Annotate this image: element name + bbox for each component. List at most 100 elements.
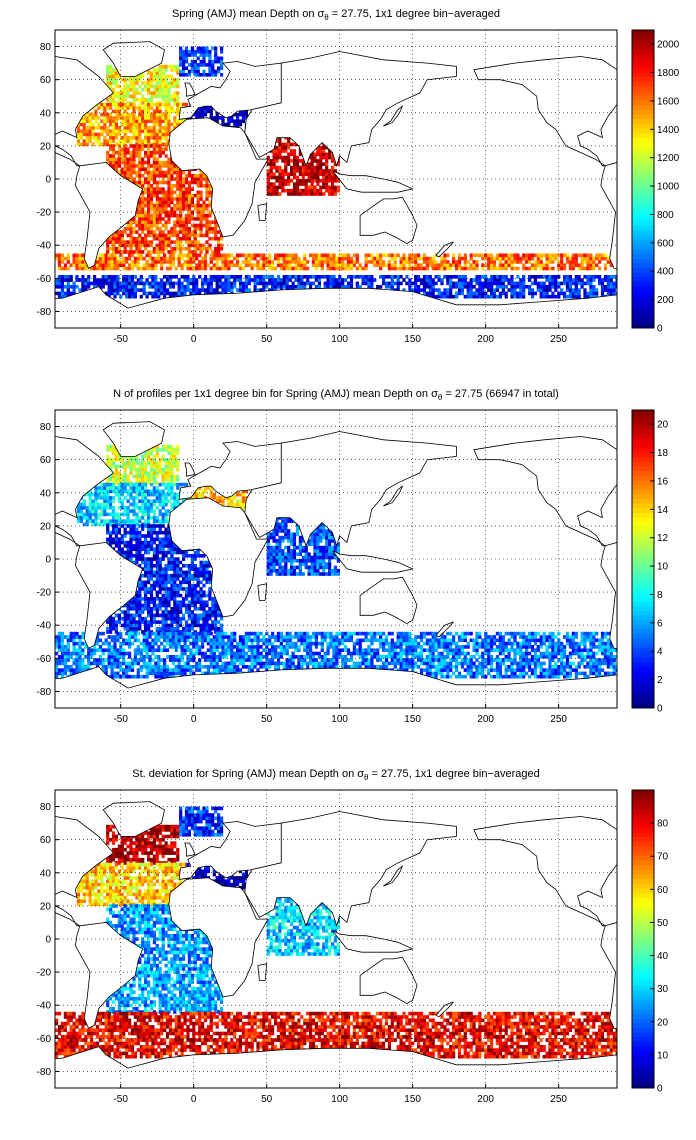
data-cell [106,448,110,452]
data-cell [402,288,406,292]
data-cell [144,471,148,475]
data-cell [155,492,159,497]
data-cell [164,516,168,520]
data-cell [72,256,76,261]
data-cell [57,266,62,271]
data-cell [233,285,237,289]
data-cell [449,281,453,286]
data-cell [103,482,107,487]
data-cell [452,275,456,279]
data-cell [91,126,95,130]
data-cell [94,126,98,130]
data-cell [196,207,200,211]
data-cell [285,281,289,286]
data-cell [55,278,59,282]
data-cell [238,119,243,123]
data-cell [161,126,165,130]
data-cell [111,132,116,137]
data-cell [135,144,139,148]
data-cell [123,87,127,92]
data-cell [155,474,159,479]
data-cell [94,112,98,117]
data-cell [300,281,304,286]
data-cell [55,253,59,258]
data-cell [109,499,113,503]
data-cell [190,233,194,238]
data-cell [128,291,132,296]
data-cell [138,132,142,137]
data-cell [167,233,171,238]
data-cell [79,506,83,510]
data-cell [463,278,467,282]
data-cell [63,285,67,289]
data-cell [244,263,248,267]
data-cell [155,519,159,523]
data-cell [379,260,383,264]
data-cell [152,246,156,251]
data-cell [583,281,587,286]
data-cell [539,288,543,292]
data-cell [314,256,318,261]
data-cell [168,260,173,264]
data-cell [510,281,514,286]
data-cell [364,253,368,258]
data-cell [107,275,111,279]
data-cell [128,266,132,271]
y-tick-label: 60 [40,75,52,86]
data-cell [184,56,189,61]
data-cell [141,223,145,228]
data-cell [123,246,127,251]
data-cell [94,116,98,120]
data-cell [198,260,202,264]
data-cell [78,263,82,267]
data-cell [184,193,189,198]
data-cell [203,486,208,490]
data-cell [109,102,113,107]
data-cell [344,285,348,289]
panel1-region-2 [179,46,224,77]
data-cell [457,278,462,282]
data-cell [167,132,171,137]
data-cell [164,122,168,127]
data-cell [138,106,142,110]
data-cell [160,263,164,267]
data-cell [133,260,137,264]
data-cell [147,197,151,201]
data-cell [370,278,374,282]
data-cell [600,285,605,289]
data-cell [173,81,177,85]
data-cell [310,182,314,186]
data-cell [319,188,323,193]
data-cell [109,530,113,535]
data-cell [117,616,121,621]
data-cell [120,464,124,469]
data-cell [147,174,151,178]
data-cell [135,116,139,120]
data-cell [125,294,129,299]
data-cell [282,285,286,289]
data-cell [179,210,183,215]
data-cell [158,174,162,178]
data-cell [195,253,199,258]
data-cell [158,132,162,137]
data-cell [81,266,85,271]
data-cell [114,486,118,490]
data-cell [417,275,421,279]
data-cell [322,185,326,190]
data-cell [125,278,129,282]
data-cell [133,285,137,289]
data-cell [111,527,116,532]
data-cell [428,256,432,261]
data-cell [481,291,485,296]
data-cell [525,253,529,258]
data-cell [190,180,194,185]
data-cell [182,230,186,234]
data-cell [157,291,161,296]
data-cell [220,233,224,238]
data-cell [568,256,572,261]
data-cell [536,256,540,261]
data-cell [60,288,64,292]
data-cell [114,477,118,482]
data-cell [294,278,298,282]
data-cell [335,278,339,282]
